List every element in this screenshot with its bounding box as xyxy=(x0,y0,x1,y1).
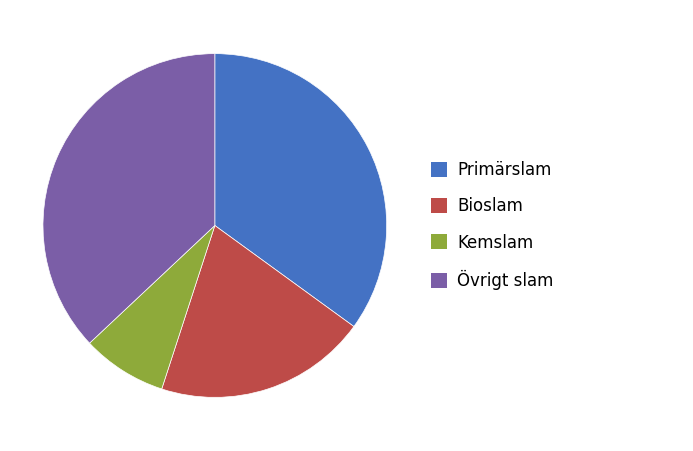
Wedge shape xyxy=(161,226,354,397)
Wedge shape xyxy=(89,226,215,389)
Legend: Primärslam, Bioslam, Kemslam, Övrigt slam: Primärslam, Bioslam, Kemslam, Övrigt sla… xyxy=(424,154,561,297)
Wedge shape xyxy=(215,54,387,327)
Wedge shape xyxy=(43,54,215,343)
